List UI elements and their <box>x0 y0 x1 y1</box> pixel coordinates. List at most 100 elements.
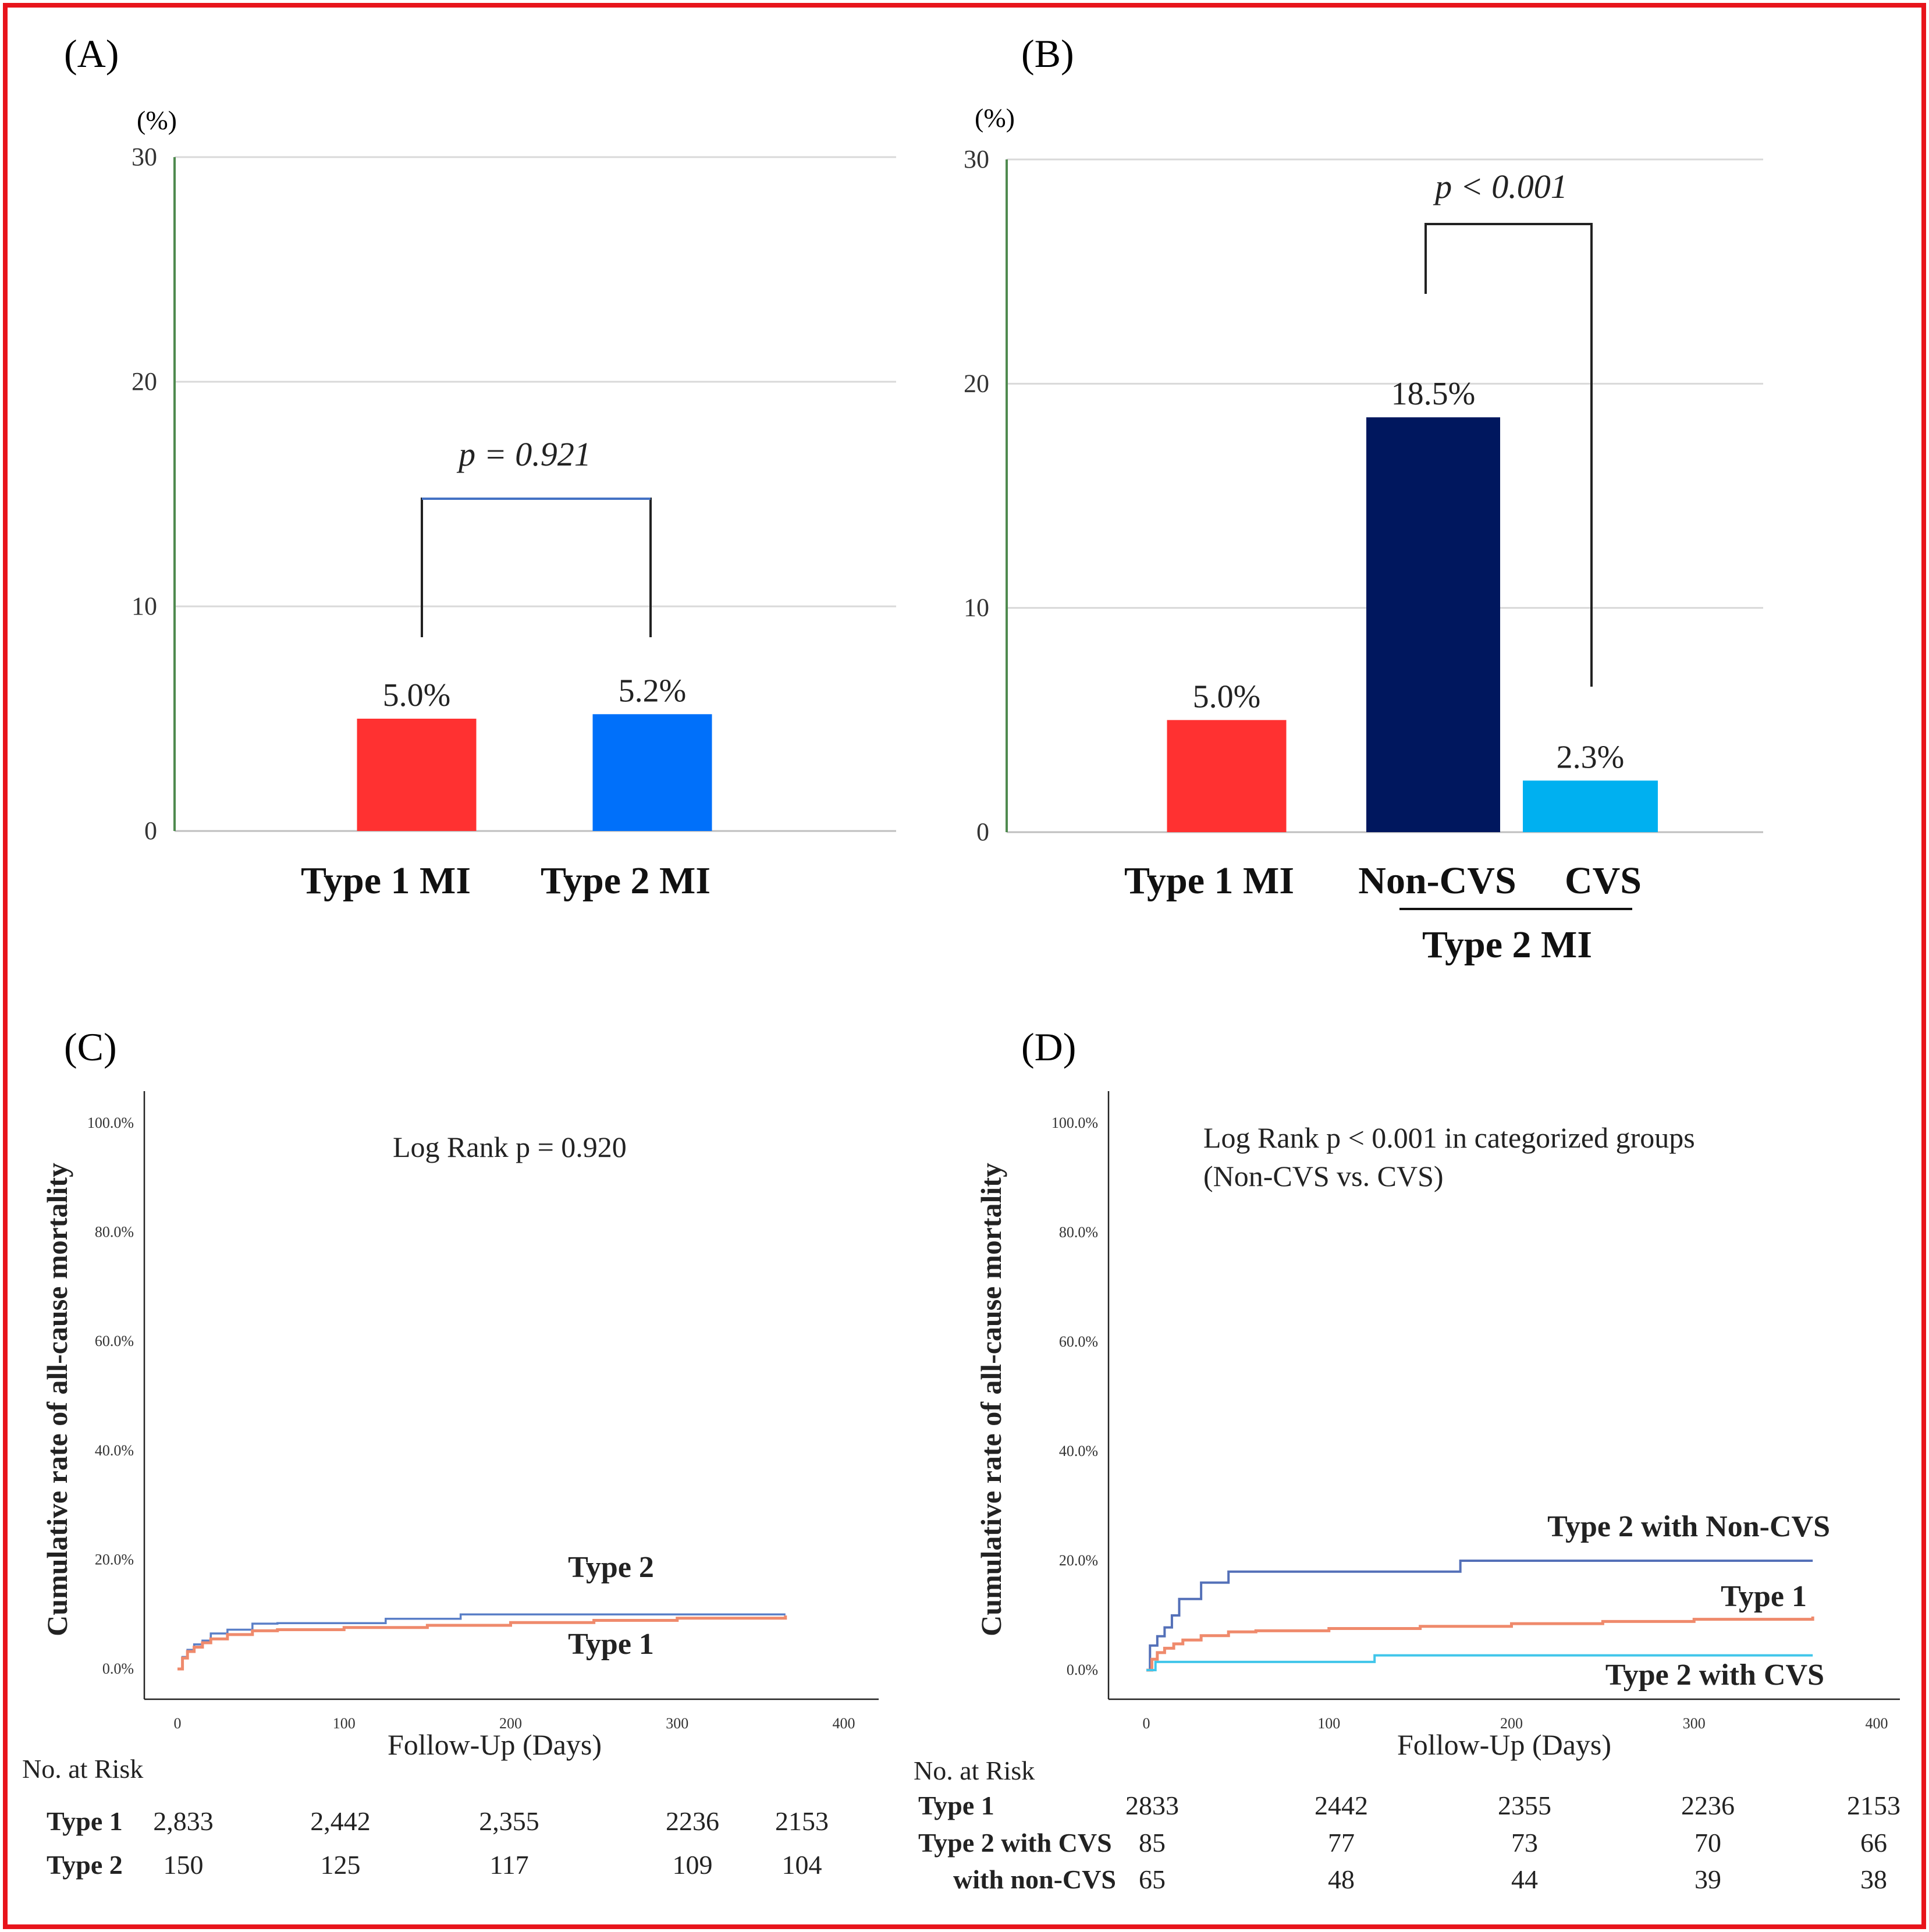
panel-a-bars: 5.0% 5.2% <box>357 673 712 831</box>
panel-c-x-ticks: 0 100 200 300 400 <box>174 1715 855 1732</box>
panel-a-y-ticks: 0 10 20 30 <box>132 143 157 845</box>
panel-b-bars: 5.0% 18.5% 2.3% <box>1167 376 1658 832</box>
y-tick-label: 20 <box>132 367 157 396</box>
risk-value: 2442 <box>1315 1791 1368 1820</box>
y-tick-label: 20.0% <box>95 1551 134 1568</box>
panel-d-annotation-line1: Log Rank p < 0.001 in categorized groups <box>1203 1121 1695 1154</box>
panel-c: (C) 0.0% 20.0% 40.0% 60.0% 80.0% 100.0% 0 100 2… <box>22 1025 879 1880</box>
panel-d-y-ticks: 0.0% 20.0% 40.0% 60.0% 80.0% 100.0% <box>1051 1114 1098 1678</box>
panel-c-xlabel: Follow-Up (Days) <box>388 1728 602 1761</box>
x-tick-label: 300 <box>666 1715 688 1732</box>
risk-value: 2,442 <box>310 1806 371 1836</box>
panel-d-label: (D) <box>1021 1025 1076 1069</box>
risk-value: 2153 <box>1847 1791 1900 1820</box>
y-tick-label: 20 <box>964 369 989 397</box>
x-tick-label: 400 <box>833 1715 855 1732</box>
risk-value: 117 <box>489 1850 528 1880</box>
x-tick-label: 0 <box>174 1715 182 1732</box>
km-curve-type-1 <box>177 1615 787 1671</box>
panel-b-group-label: Type 2 MI <box>1422 924 1592 966</box>
panel-a-grid <box>175 156 896 832</box>
panel-c-curves <box>177 1613 787 1671</box>
y-tick-label: 60.0% <box>95 1333 134 1349</box>
km-curve-type-2-with-cvs <box>1146 1654 1813 1671</box>
panel-c-series-label-type2: Type 2 <box>568 1551 654 1584</box>
panel-a-pvalue: p = 0.921 <box>456 435 591 473</box>
panel-c-risk-row-type2-name: Type 2 <box>47 1850 123 1880</box>
y-tick-label: 20.0% <box>1059 1552 1098 1569</box>
panel-c-annotation: Log Rank p = 0.920 <box>393 1131 627 1163</box>
panel-c-risk-values: 2,833 2,442 2,355 2236 2153 150 125 117 109 104 <box>153 1806 829 1880</box>
y-tick-label: 10 <box>964 594 989 622</box>
risk-value: 73 <box>1511 1828 1538 1858</box>
bar-type-2-mi <box>592 714 712 831</box>
panel-b-xlabel-noncvs: Non-CVS <box>1358 860 1516 902</box>
risk-value: 2,833 <box>153 1806 214 1836</box>
y-tick-label: 40.0% <box>95 1442 134 1459</box>
y-tick-label: 0 <box>144 816 157 845</box>
panel-b-bracket <box>1424 223 1593 687</box>
risk-value: 44 <box>1511 1864 1538 1894</box>
risk-value: 2,355 <box>479 1806 539 1836</box>
y-tick-label: 40.0% <box>1059 1443 1098 1459</box>
risk-value: 48 <box>1328 1864 1355 1894</box>
risk-value: 109 <box>673 1850 713 1880</box>
y-tick-label: 10 <box>132 592 157 620</box>
y-tick-label: 30 <box>132 143 157 171</box>
bar-data-label: 5.0% <box>383 677 451 713</box>
risk-value: 2236 <box>666 1806 719 1836</box>
risk-value: 38 <box>1860 1864 1887 1894</box>
y-tick-label: 0 <box>976 818 989 846</box>
panel-a-xlabel-type2: Type 2 MI <box>541 860 711 902</box>
panel-d-annotation-line2: (Non-CVS vs. CVS) <box>1203 1160 1444 1192</box>
panel-b-label: (B) <box>1021 31 1074 76</box>
risk-value: 104 <box>782 1850 822 1880</box>
panel-a-label: (A) <box>64 31 119 76</box>
risk-value: 85 <box>1139 1828 1166 1858</box>
km-curve-type-1 <box>1146 1616 1814 1672</box>
panel-b-unit: (%) <box>975 103 1015 133</box>
panel-a-xlabel-type1: Type 1 MI <box>301 860 471 902</box>
panel-c-label: (C) <box>64 1025 117 1069</box>
bar-cvs <box>1523 780 1658 832</box>
y-tick-label: 80.0% <box>95 1224 134 1241</box>
bar-type-1-mi <box>1167 720 1287 832</box>
x-tick-label: 200 <box>499 1715 522 1732</box>
panel-d-risk-title: No. at Risk <box>914 1756 1035 1785</box>
risk-value: 2355 <box>1498 1791 1551 1820</box>
panel-d-series-label-noncvs: Type 2 with Non-CVS <box>1547 1510 1830 1543</box>
panel-d-series-label-cvs: Type 2 with CVS <box>1605 1658 1824 1692</box>
risk-value: 65 <box>1139 1864 1166 1894</box>
bar-non-cvs <box>1366 417 1500 832</box>
panel-a-unit: (%) <box>137 105 177 135</box>
panel-b-pvalue: p < 0.001 <box>1433 168 1568 205</box>
panel-d-risk-values: 2833 2442 2355 2236 2153 85 77 73 70 66 65 48 44 39 38 <box>1125 1791 1900 1894</box>
risk-value: 66 <box>1860 1828 1887 1858</box>
panel-d-risk-row-noncvs-name: with non-CVS <box>953 1864 1116 1894</box>
panel-b-y-ticks: 0 10 20 30 <box>964 145 989 846</box>
panel-b-xlabel-type1: Type 1 MI <box>1124 860 1294 902</box>
panel-d: (D) 0.0% 20.0% 40.0% 60.0% 80.0% 100.0% 0 100 2… <box>914 1025 1900 1894</box>
risk-value: 77 <box>1328 1828 1355 1858</box>
bar-type-1-mi <box>357 719 477 831</box>
y-tick-label: 80.0% <box>1059 1224 1098 1241</box>
panel-a-bracket <box>421 498 652 637</box>
x-tick-label: 400 <box>1866 1715 1888 1732</box>
risk-value: 2153 <box>775 1806 829 1836</box>
risk-value: 70 <box>1694 1828 1721 1858</box>
panel-d-risk-row-type1-name: Type 1 <box>918 1791 994 1820</box>
panel-d-xlabel: Follow-Up (Days) <box>1397 1728 1611 1761</box>
figure-border <box>3 3 1926 1929</box>
x-tick-label: 100 <box>1317 1715 1340 1732</box>
y-tick-label: 60.0% <box>1059 1333 1098 1350</box>
panel-d-x-ticks: 0 100 200 300 400 <box>1143 1715 1888 1732</box>
panel-b-xlabel-cvs: CVS <box>1565 860 1642 902</box>
risk-value: 125 <box>321 1850 361 1880</box>
y-tick-label: 100.0% <box>87 1114 134 1131</box>
y-tick-label: 0.0% <box>102 1660 134 1677</box>
panel-d-ylabel: Cumulative rate of all-cause mortality <box>975 1163 1007 1636</box>
x-tick-label: 200 <box>1500 1715 1523 1732</box>
panel-c-series-label-type1: Type 1 <box>568 1628 654 1661</box>
